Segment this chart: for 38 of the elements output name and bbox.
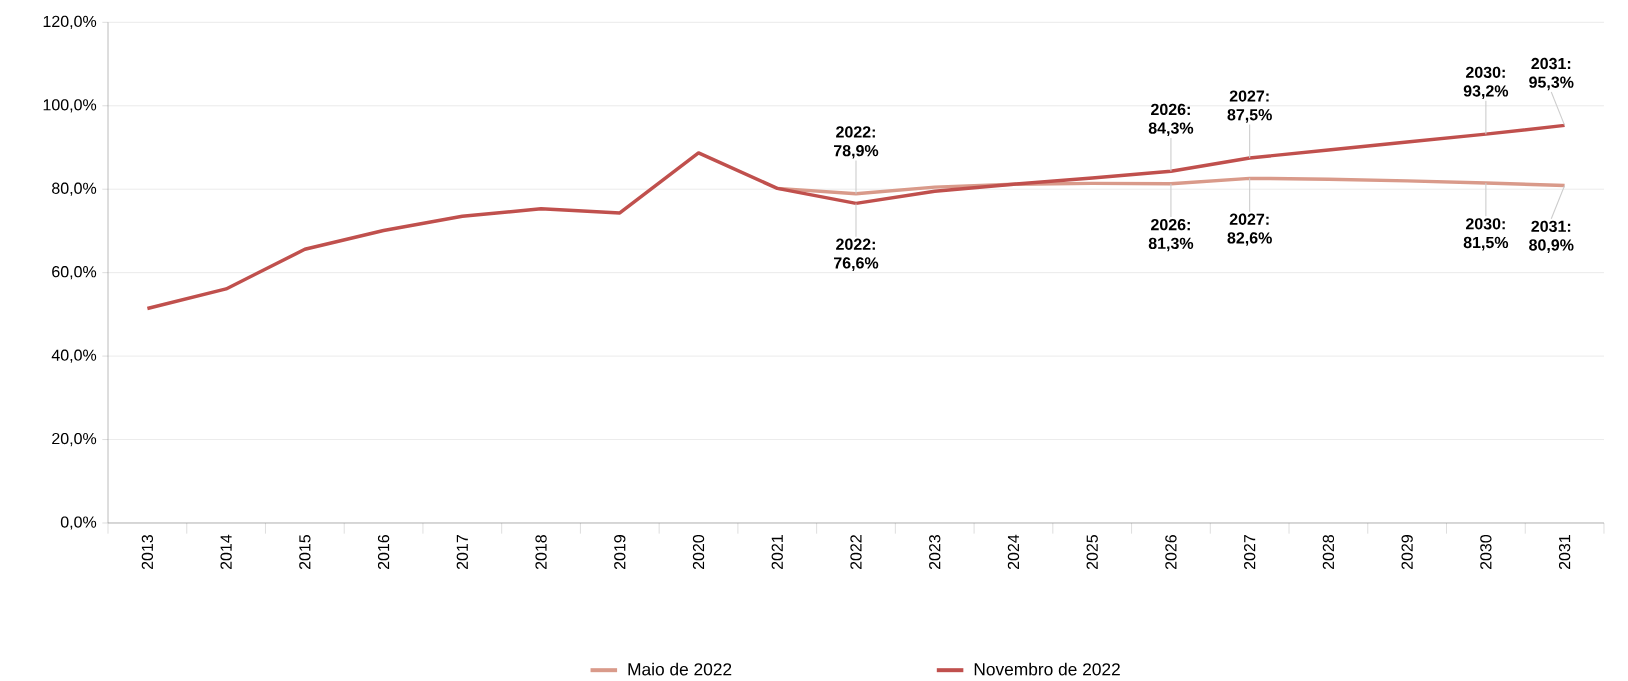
x-tick-label: 2027 <box>1244 535 1256 570</box>
y-tick-label: 120,0% <box>43 15 97 29</box>
x-tick-label: 2028 <box>1322 534 1335 570</box>
x-tick-label: 2024 <box>1007 534 1020 570</box>
y-tick-label: 80,0% <box>52 182 97 196</box>
x-tick-label: 2013 <box>141 534 154 570</box>
x-tick-label: 2016 <box>377 534 390 570</box>
y-tick-label: 60,0% <box>52 266 97 280</box>
annotation: 2026: 84,3% <box>1148 103 1194 137</box>
y-tick-label: 20,0% <box>52 432 97 447</box>
x-tick-label: 2023 <box>929 534 941 570</box>
x-tick-label: 2022 <box>850 535 862 570</box>
x-tick-label: 2019 <box>614 535 626 570</box>
legend-label: Novembro de 2022 <box>974 662 1120 676</box>
annotation: 2027: 87,5% <box>1227 90 1272 123</box>
x-tick-label: 2031 <box>1558 535 1571 570</box>
annotation: 2022: 78,9% <box>834 126 879 159</box>
x-tick-label: 2014 <box>220 534 232 570</box>
x-tick-label: 2020 <box>692 534 705 570</box>
x-tick-label: 2026 <box>1165 534 1177 570</box>
x-tick-label: 2025 <box>1086 534 1098 570</box>
x-tick-label: 2015 <box>299 534 311 570</box>
annotation: 2031: 80,9% <box>1529 220 1574 253</box>
legend-label: Maio de 2022 <box>628 662 732 676</box>
x-tick-label: 2017 <box>456 535 468 570</box>
x-tick-label: 2029 <box>1401 535 1413 570</box>
x-tick-label: 2018 <box>535 534 547 570</box>
annotation: 2031: 95,3% <box>1529 57 1574 91</box>
annotation: 2030: 93,2% <box>1463 66 1509 99</box>
annotation: 2030: 81,5% <box>1463 218 1509 251</box>
annotation: 2022: 76,6% <box>834 238 879 271</box>
y-tick-label: 100,0% <box>43 99 97 113</box>
y-tick-label: 40,0% <box>51 349 97 363</box>
x-tick-label: 2021 <box>771 535 783 570</box>
annotation: 2026: 81,3% <box>1148 218 1194 252</box>
x-tick-label: 2030 <box>1480 534 1492 570</box>
annotation: 2027: 82,6% <box>1227 213 1272 246</box>
y-tick-label: 0,0% <box>60 516 97 530</box>
